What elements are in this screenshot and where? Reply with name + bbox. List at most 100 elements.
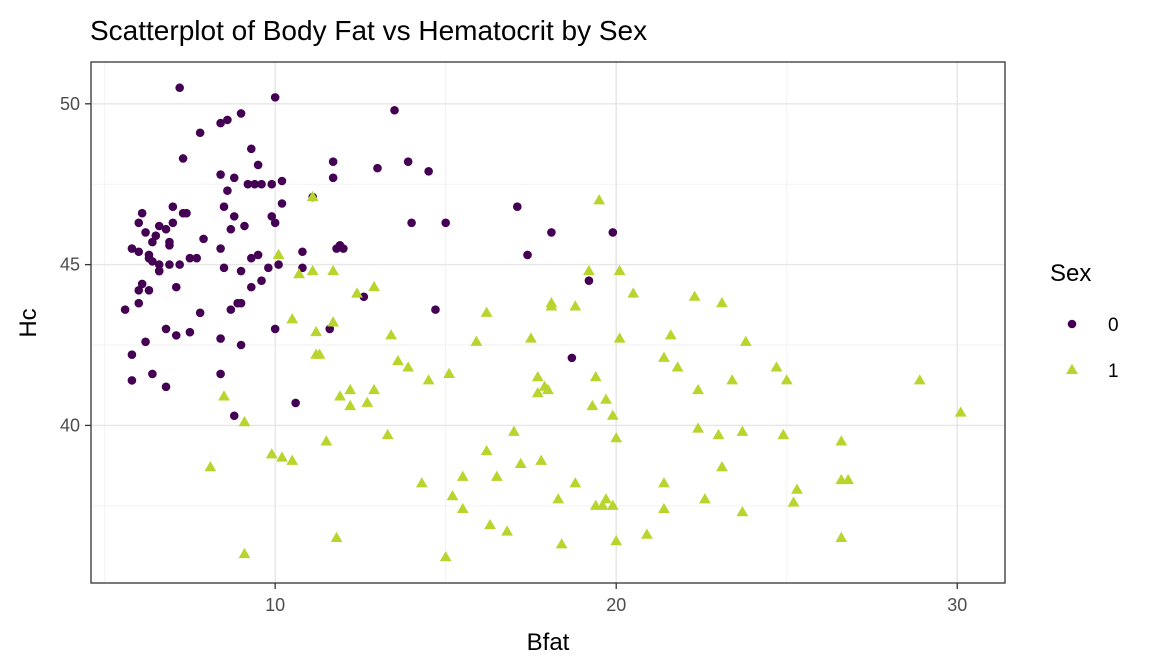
data-point [712, 428, 725, 440]
data-point [569, 477, 582, 488]
data-point [223, 115, 232, 125]
data-point [439, 551, 452, 562]
data-point [441, 218, 450, 228]
data-point [267, 212, 277, 221]
data-point [381, 428, 394, 440]
data-point [596, 499, 609, 510]
data-point [600, 393, 612, 404]
data-point [185, 253, 195, 263]
plot-panel [91, 62, 1005, 583]
data-point [913, 374, 926, 385]
data-point [593, 194, 606, 205]
data-point [216, 334, 225, 343]
data-point [610, 432, 623, 443]
data-point [182, 208, 191, 218]
x-tick-label: 10 [265, 595, 285, 615]
data-point [185, 327, 195, 337]
data-point [359, 292, 369, 302]
data-point [716, 461, 728, 472]
data-point [264, 263, 273, 273]
data-point [204, 461, 217, 472]
data-point [141, 337, 150, 347]
data-point [328, 157, 338, 166]
data-point [270, 218, 280, 228]
data-point [407, 218, 416, 228]
data-point [175, 260, 184, 269]
data-point [770, 361, 783, 372]
data-point [257, 179, 266, 189]
legend-key-0 [1067, 319, 1077, 329]
data-point [253, 160, 263, 170]
data-point [641, 528, 653, 539]
data-point [313, 348, 326, 359]
data-point [216, 244, 225, 253]
data-point [236, 298, 246, 308]
data-point [835, 531, 848, 543]
x-axis-label: Bfat [527, 629, 570, 656]
plot-area [90, 61, 1006, 584]
data-point [195, 128, 205, 138]
data-point [250, 179, 260, 189]
data-point [368, 383, 380, 395]
data-point [390, 105, 399, 115]
data-point [270, 324, 280, 334]
data-point [238, 415, 251, 427]
data-point [627, 287, 640, 298]
data-point [171, 282, 181, 292]
data-point [443, 367, 455, 378]
data-point [229, 411, 239, 421]
data-point [470, 335, 483, 346]
data-point [274, 260, 283, 269]
data-point [134, 298, 144, 308]
data-point [456, 470, 469, 481]
data-point [334, 390, 346, 401]
data-point [586, 399, 599, 411]
data-point [508, 425, 520, 436]
data-point [613, 332, 626, 343]
data-point [531, 387, 544, 398]
plot-border [90, 61, 1006, 584]
data-point [243, 179, 253, 189]
data-point [127, 244, 137, 253]
data-point [216, 170, 225, 179]
data-point [298, 247, 307, 257]
data-point [777, 428, 790, 440]
data-point [306, 264, 319, 276]
data-point [291, 398, 300, 408]
data-point [192, 253, 202, 263]
data-point [226, 305, 236, 314]
data-point [480, 444, 493, 456]
series-0 [120, 83, 618, 421]
legend-label-0: 0 [1108, 315, 1119, 336]
data-point [368, 280, 380, 292]
data-point [344, 399, 357, 411]
data-point [298, 263, 307, 273]
data-point [523, 250, 532, 260]
data-point [606, 499, 619, 510]
y-tick-label: 40 [60, 415, 80, 435]
data-point [168, 218, 178, 228]
data-point [272, 248, 285, 259]
data-point [276, 451, 288, 462]
series-1 [204, 190, 967, 562]
data-point [373, 163, 382, 173]
data-point [791, 483, 803, 494]
data-point [151, 231, 161, 240]
data-point [698, 493, 711, 504]
data-point [726, 374, 739, 385]
data-point [780, 374, 793, 385]
data-point [134, 286, 144, 295]
legend-items: 01 [1066, 315, 1119, 382]
data-point [584, 276, 594, 285]
data-point [608, 228, 618, 237]
data-point [223, 186, 232, 195]
data-point [277, 199, 287, 208]
data-point [431, 305, 440, 314]
data-point [739, 335, 752, 346]
data-point [328, 173, 338, 183]
data-point [716, 297, 728, 308]
data-point [658, 502, 670, 514]
data-point [148, 369, 157, 379]
data-point [127, 350, 137, 359]
data-point [236, 109, 246, 118]
